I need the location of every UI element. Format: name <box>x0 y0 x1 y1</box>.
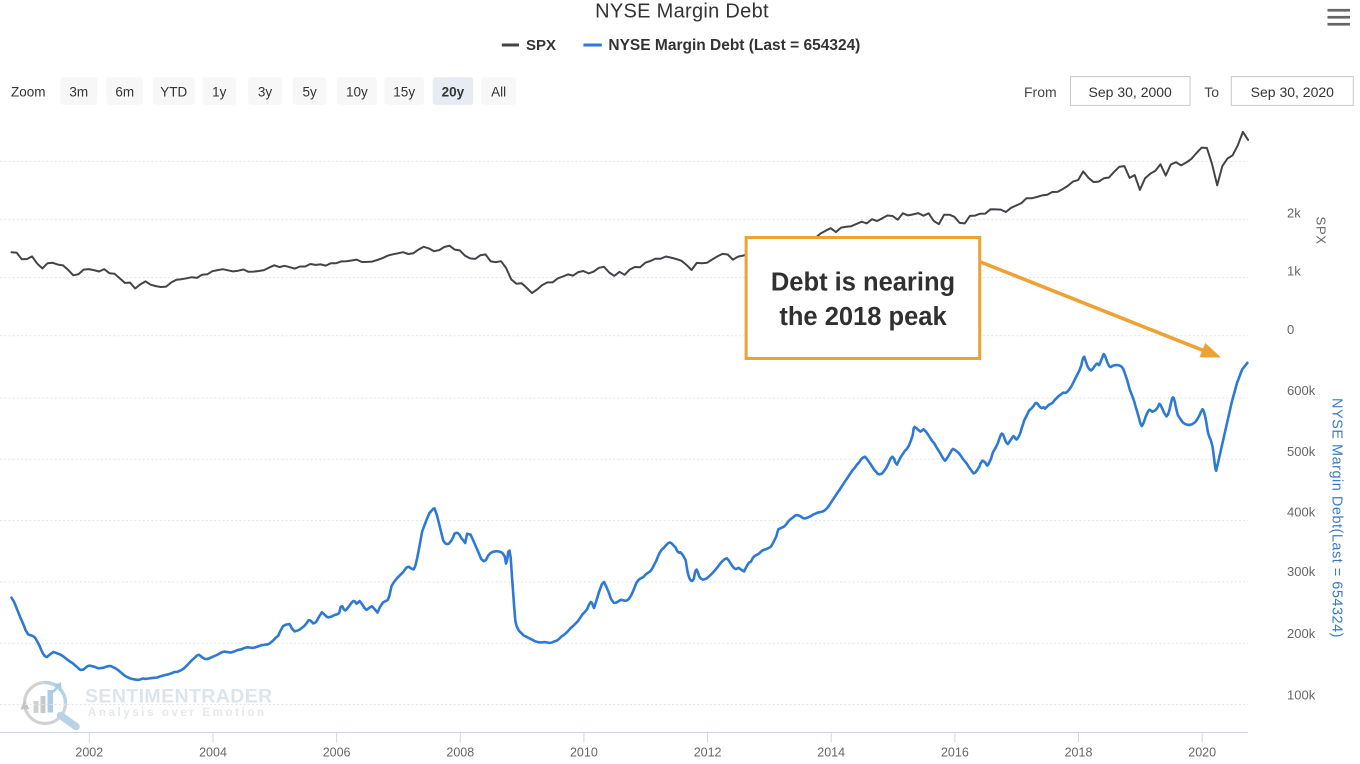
svg-text:300k: 300k <box>1287 564 1316 579</box>
svg-text:Analysis over Emotion: Analysis over Emotion <box>88 707 267 719</box>
svg-text:2014: 2014 <box>817 746 845 760</box>
svg-text:6m: 6m <box>115 84 134 99</box>
svg-text:200k: 200k <box>1287 626 1316 641</box>
svg-text:400k: 400k <box>1287 505 1316 520</box>
svg-text:3y: 3y <box>258 84 273 99</box>
svg-text:2006: 2006 <box>323 746 351 760</box>
svg-text:SPX: SPX <box>526 37 556 54</box>
svg-text:2008: 2008 <box>446 746 474 760</box>
svg-text:1k: 1k <box>1287 264 1301 279</box>
svg-text:the 2018 peak: the 2018 peak <box>779 303 947 331</box>
svg-text:All: All <box>491 84 506 99</box>
svg-text:SPX: SPX <box>1313 216 1328 244</box>
svg-text:SENTIMENTRADER: SENTIMENTRADER <box>85 686 273 708</box>
svg-text:10y: 10y <box>346 84 368 99</box>
svg-text:100k: 100k <box>1287 688 1316 703</box>
svg-text:1y: 1y <box>212 84 227 99</box>
svg-text:To: To <box>1204 84 1219 100</box>
svg-text:2004: 2004 <box>199 746 227 760</box>
svg-text:0: 0 <box>1287 322 1294 337</box>
svg-text:NYSE Margin Debt (Last = 65432: NYSE Margin Debt (Last = 654324) <box>608 37 860 54</box>
svg-text:Zoom: Zoom <box>11 84 46 99</box>
svg-text:2002: 2002 <box>75 746 103 760</box>
svg-text:2016: 2016 <box>941 746 969 760</box>
svg-text:20y: 20y <box>442 84 465 99</box>
svg-text:2012: 2012 <box>694 746 722 760</box>
svg-text:2018: 2018 <box>1065 746 1093 760</box>
svg-text:2k: 2k <box>1287 206 1301 221</box>
svg-text:15y: 15y <box>393 84 415 99</box>
svg-text:From: From <box>1024 84 1057 100</box>
svg-text:Sep 30, 2000: Sep 30, 2000 <box>1089 84 1173 100</box>
svg-text:600k: 600k <box>1287 383 1316 398</box>
svg-text:2020: 2020 <box>1188 746 1216 760</box>
svg-text:Sep 30, 2020: Sep 30, 2020 <box>1251 84 1335 100</box>
svg-text:5y: 5y <box>302 84 317 99</box>
svg-text:500k: 500k <box>1287 444 1316 459</box>
svg-text:3m: 3m <box>69 84 88 99</box>
svg-text:NYSE Margin Debt: NYSE Margin Debt <box>595 1 769 23</box>
svg-text:2010: 2010 <box>570 746 598 760</box>
svg-text:NYSE Margin Debt(Last = 654324: NYSE Margin Debt(Last = 654324) <box>1329 398 1345 638</box>
svg-text:Debt is nearing: Debt is nearing <box>771 268 955 296</box>
svg-text:YTD: YTD <box>160 84 187 99</box>
